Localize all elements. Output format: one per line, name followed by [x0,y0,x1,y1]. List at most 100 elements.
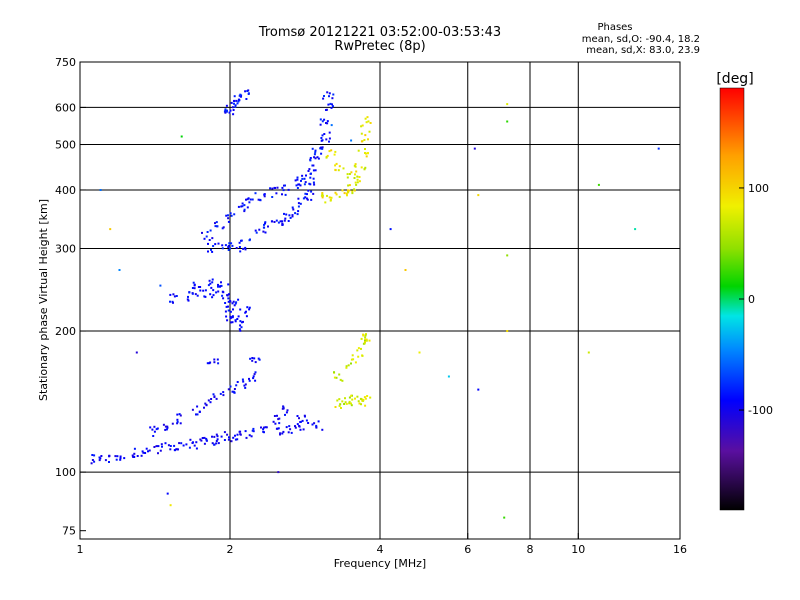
data-point [148,449,151,452]
data-point [360,403,362,406]
data-point [305,419,308,422]
data-point [145,447,148,450]
data-point [176,418,179,421]
data-point [224,108,227,111]
data-point [222,291,225,294]
data-point [199,286,202,288]
data-point [229,385,232,388]
data-point [273,186,276,189]
data-point [369,396,372,399]
data-point [164,442,167,445]
data-point [211,281,214,284]
data-point [169,300,171,303]
data-point [208,362,211,365]
data-point [291,214,294,217]
data-point [231,244,234,247]
data-point [275,427,278,430]
data-point [195,447,198,450]
data-point [278,422,281,425]
data-point [246,206,249,209]
data-point [277,427,280,430]
data-point [213,395,216,398]
data-point [229,310,232,313]
data-point [334,169,337,172]
data-point [197,286,200,288]
data-point [297,210,300,213]
data-point [90,462,93,465]
data-point [330,106,333,109]
data-point [309,159,312,162]
data-point [208,279,211,282]
data-point [297,183,300,186]
data-point [328,196,331,199]
data-point [153,425,156,428]
data-point [238,94,241,97]
data-point [245,315,248,318]
data-point [216,358,219,361]
data-point [187,299,190,302]
data-point [240,326,243,329]
data-point [202,289,205,292]
data-point [350,171,353,174]
y-tick-label: 750 [55,56,76,69]
data-point [217,442,220,445]
data-point [338,398,341,401]
data-point [164,425,167,428]
data-point [317,157,320,160]
data-point [167,444,170,447]
data-point [229,109,232,112]
data-point [215,221,218,224]
data-point [213,443,216,446]
data-point [284,217,287,220]
data-point [211,442,214,445]
data-point [345,366,348,369]
data-point [224,111,227,114]
axis-ticks: 1 2 4 6 8 10 16 75 100 200 300 400 500 600 750 [55,56,687,556]
data-point [254,229,257,232]
data-point [260,426,262,429]
data-point [312,177,315,180]
data-point [173,295,176,298]
data-point [237,298,240,301]
data-point [161,445,163,448]
data-point [227,220,230,223]
data-point [241,205,244,208]
data-point [234,319,237,322]
data-point [657,147,660,150]
data-point [297,202,300,205]
data-point [634,228,637,231]
data-point [301,174,304,177]
data-point [219,392,222,395]
data-point [221,247,224,250]
data-point [116,455,119,458]
data-point [313,153,316,156]
data-point [335,162,338,165]
data-point [338,195,341,198]
data-point [238,430,241,433]
data-point [226,433,229,436]
data-point [152,435,155,437]
data-point [141,450,144,453]
data-point [169,504,172,507]
data-point [108,461,110,463]
data-point [294,426,297,429]
data-point [320,146,322,149]
data-point [131,454,134,457]
data-point [157,452,159,455]
data-point [329,102,332,105]
data-point [225,305,228,308]
data-point [204,295,207,298]
data-point [239,329,242,332]
data-point [275,192,278,195]
data-point [179,414,182,417]
data-point [506,330,509,332]
data-point [248,201,251,204]
data-point [230,214,233,217]
grid-lines [80,62,680,539]
data-point [233,304,236,307]
data-point [314,157,317,160]
data-point [365,333,367,336]
data-point [247,197,250,200]
data-point [312,164,315,167]
data-point [365,339,368,342]
